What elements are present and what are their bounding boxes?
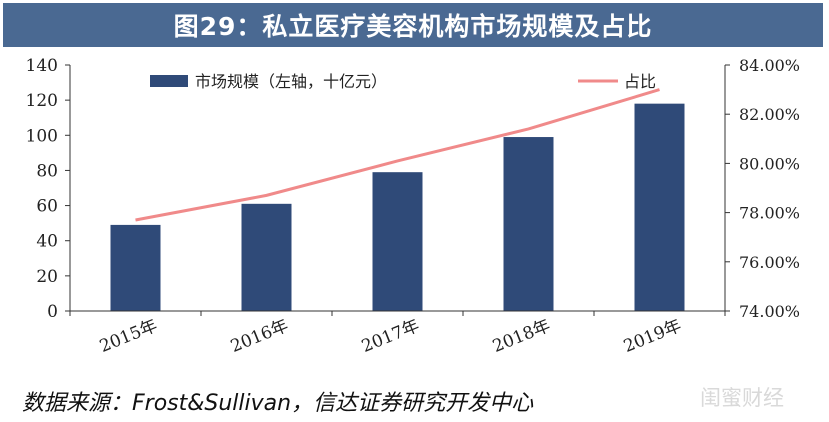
left-tick-label: 0 <box>47 302 58 322</box>
x-tick-label: 2019年 <box>621 316 684 357</box>
x-tick-label: 2017年 <box>359 316 422 357</box>
x-tick-label: 2018年 <box>490 316 553 357</box>
chart-title: 图29：私立医疗美容机构市场规模及占比 <box>173 12 653 41</box>
right-tick-label: 80.00% <box>739 154 800 173</box>
share-line <box>135 88 660 222</box>
chart: 0 20 40 60 80 100 120 140 74.00% 76.00% 78.00% 80.… <box>26 56 800 357</box>
left-tick-label: 20 <box>36 267 58 287</box>
left-tick-label: 80 <box>36 161 58 181</box>
left-axis-ticks: 0 20 40 60 80 100 120 140 <box>26 56 70 322</box>
legend-bar-label: 市场规模（左轴，十亿元） <box>195 72 387 91</box>
legend: 市场规模（左轴，十亿元） 占比 <box>150 72 656 91</box>
x-tick-label: 2015年 <box>97 316 160 357</box>
left-tick-label: 100 <box>26 126 58 146</box>
bars <box>110 103 685 312</box>
left-tick-label: 40 <box>36 232 58 252</box>
right-tick-label: 76.00% <box>739 253 800 272</box>
left-tick-label: 60 <box>36 197 58 217</box>
right-tick-label: 78.00% <box>739 204 800 223</box>
watermark: 闺蜜财经 <box>700 386 784 410</box>
right-tick-label: 84.00% <box>739 56 800 75</box>
x-tick-label: 2016年 <box>228 316 291 357</box>
bar <box>372 172 423 311</box>
bar <box>241 203 292 311</box>
title-bar: 图29：私立医疗美容机构市场规模及占比 <box>3 3 823 47</box>
source-note: 数据来源：Frost&Sullivan，信达证券研究开发中心 <box>22 391 534 416</box>
bar <box>503 137 554 311</box>
legend-bar-swatch <box>150 75 188 87</box>
left-tick-label: 140 <box>26 56 58 76</box>
right-tick-label: 74.00% <box>739 302 800 321</box>
left-tick-label: 120 <box>26 91 58 111</box>
legend-line-label: 占比 <box>624 72 656 91</box>
right-tick-label: 82.00% <box>739 105 800 124</box>
bar <box>634 103 685 312</box>
bar <box>110 224 161 311</box>
right-axis-ticks: 74.00% 76.00% 78.00% 80.00% 82.00% 84.00% <box>725 56 800 321</box>
x-axis-labels: 2015年 2016年 2017年 2018年 2019年 <box>69 311 726 357</box>
